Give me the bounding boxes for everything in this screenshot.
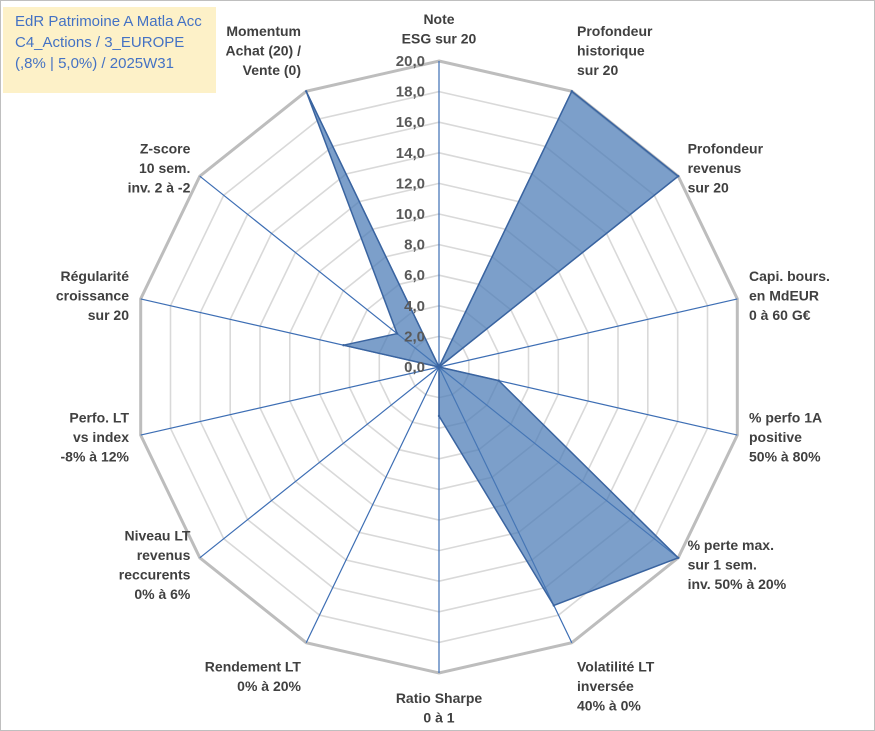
axis-label-line: vs index (73, 429, 129, 445)
axis-label-line: 0 à 60 G€ (749, 307, 811, 323)
radial-tick-label: 18,0 (396, 84, 425, 101)
axis-label-line: inv. 2 à -2 (128, 180, 191, 196)
axis-label-line: Volatilité LT (577, 659, 655, 675)
axis-label: Profondeur revenus sur 20 (688, 141, 764, 196)
axis-label: Régularité croissance sur 20 (56, 268, 129, 323)
axis-label-line: % perfo 1A (749, 410, 822, 426)
radial-tick-label: 20,0 (396, 53, 425, 70)
axis-label: % perfo 1A positive 50% à 80% (749, 410, 822, 465)
axis-label: Niveau LT revenus reccurents 0% à 6% (119, 527, 191, 602)
axis-label-line: 40% à 0% (577, 698, 641, 714)
axis-label: Z-score 10 sem. inv. 2 à -2 (128, 141, 191, 196)
axis-label: Rendement LT 0% à 20% (205, 659, 302, 695)
axis-label-line: historique (577, 43, 645, 59)
axis-label-line: % perte max. (688, 537, 774, 553)
axis-label-line: sur 20 (688, 180, 729, 196)
data-point (570, 90, 573, 93)
axis-label: Note ESG sur 20 (402, 11, 477, 47)
axis-label-line: Profondeur (577, 23, 653, 39)
axis-label-line: 10 sem. (139, 160, 190, 176)
axis-label-line: positive (749, 429, 802, 445)
axis-label-line: sur 1 sem. (688, 557, 757, 573)
axis-spoke (438, 298, 738, 368)
axis-label: Volatilité LT inversée 40% à 0% (577, 659, 655, 714)
title-line-3: (,8% | 5,0%) / 2025W31 (15, 55, 174, 72)
axis-label-line: Capi. bours. (749, 268, 830, 284)
axis-label: Profondeur historique sur 20 (577, 23, 653, 78)
radial-tick-label: 2,0 (404, 328, 425, 345)
axis-label-line: Momentum (226, 23, 301, 39)
data-point (437, 414, 441, 418)
data-point (305, 90, 308, 93)
radial-tick-label: 12,0 (396, 175, 425, 192)
series-area (305, 90, 680, 607)
radial-tick-label: 4,0 (404, 298, 425, 315)
chart-title: EdR Patrimoine A Matla Acc C4_Actions / … (3, 7, 216, 93)
axis-label-line: en MdEUR (749, 288, 819, 304)
axis-label: Momentum Achat (20) / Vente (0) (226, 23, 302, 78)
axis-spoke (199, 366, 440, 559)
axis-label-line: Note (423, 11, 454, 27)
radial-tick-label: 0,0 (404, 359, 425, 376)
radial-tick-label: 6,0 (404, 267, 425, 284)
radial-tick-label: 8,0 (404, 237, 425, 254)
axis-label-line: -8% à 12% (61, 449, 130, 465)
axis-label-line: croissance (56, 288, 129, 304)
data-point (677, 556, 680, 559)
data-point (395, 332, 399, 335)
axis-label-line: Z-score (140, 141, 191, 157)
radial-tick-label: 16,0 (396, 114, 425, 131)
axis-label-line: ESG sur 20 (402, 31, 477, 47)
data-point (342, 344, 345, 347)
axis-label-line: reccurents (119, 566, 191, 582)
axis-label-line: Perfo. LT (69, 410, 129, 426)
axis-label-line: inv. 50% à 20% (688, 576, 787, 592)
axis-label-line: 0 à 1 (423, 710, 454, 726)
axis-label-line: 0% à 6% (134, 586, 191, 602)
axis-label-line: Niveau LT (125, 527, 191, 543)
data-point (552, 604, 555, 607)
radial-tick-label: 14,0 (396, 145, 425, 162)
axis-spoke (140, 366, 440, 436)
data-point (437, 365, 441, 369)
data-point (677, 175, 680, 178)
radial-tick-label: 10,0 (396, 206, 425, 223)
title-line-1: EdR Patrimoine A Matla Acc (15, 13, 202, 30)
axis-label-line: Rendement LT (205, 659, 302, 675)
axis-label-line: Vente (0) (243, 62, 301, 78)
data-point (497, 379, 500, 382)
axis-label-line: Achat (20) / (226, 43, 302, 59)
axis-label-line: revenus (137, 547, 191, 563)
axis-label-line: 0% à 20% (237, 678, 301, 694)
title-line-2: C4_Actions / 3_EUROPE (15, 34, 185, 51)
axis-label-line: sur 20 (88, 307, 129, 323)
axis-spoke (305, 366, 440, 643)
axis-label-line: Profondeur (688, 141, 764, 157)
axis-label: Ratio Sharpe 0 à 1 (396, 690, 483, 726)
axis-label: % perte max. sur 1 sem. inv. 50% à 20% (688, 537, 787, 592)
axis-label-line: sur 20 (577, 62, 618, 78)
axis-label-line: Ratio Sharpe (396, 690, 483, 706)
axis-label-line: Régularité (61, 268, 130, 284)
axis-label-line: inversée (577, 678, 634, 694)
axis-label: Perfo. LT vs index -8% à 12% (61, 410, 130, 465)
axis-label: Capi. bours. en MdEUR 0 à 60 G€ (749, 268, 830, 323)
axis-label-line: 50% à 80% (749, 449, 821, 465)
axis-label-line: revenus (688, 160, 742, 176)
